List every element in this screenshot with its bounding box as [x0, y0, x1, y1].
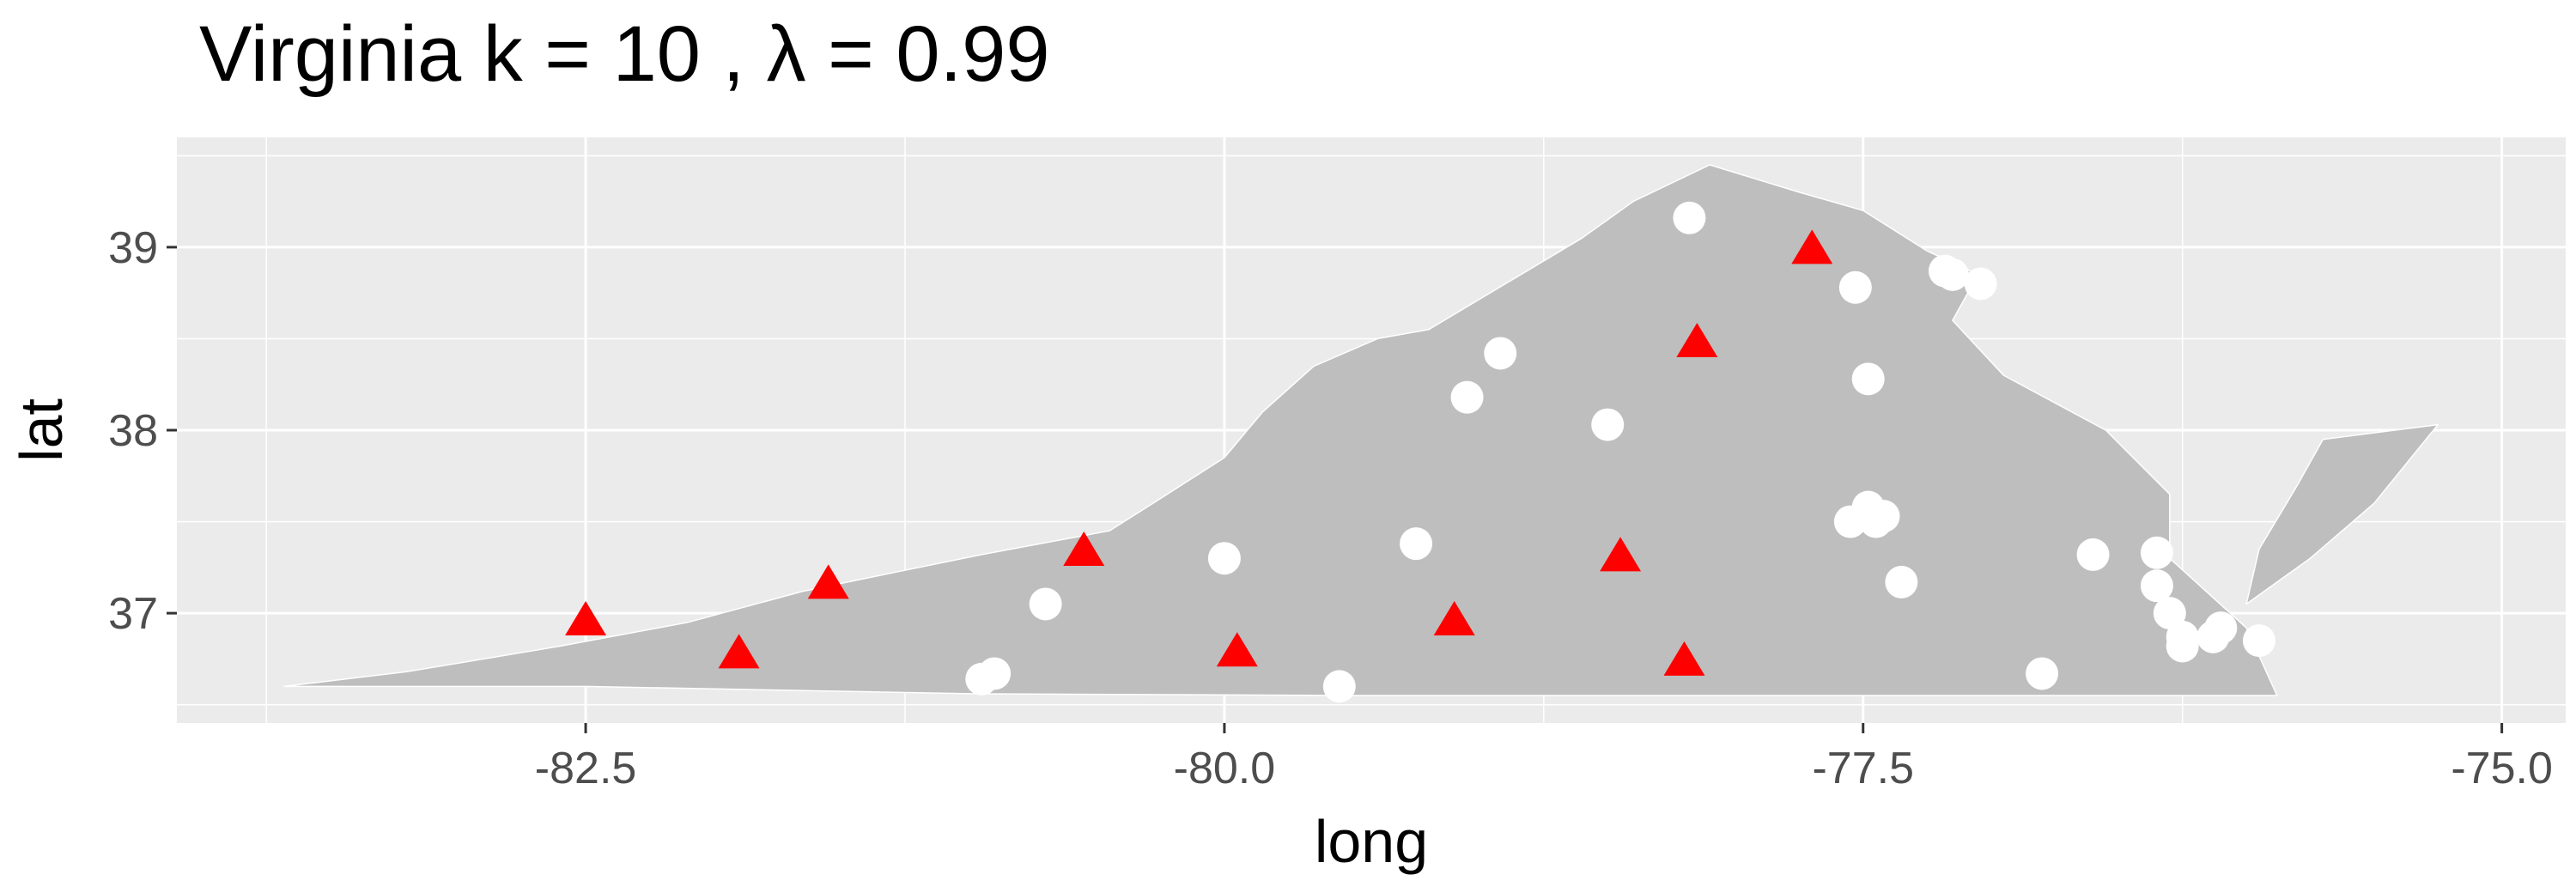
triangle-point [1216, 632, 1258, 667]
triangle-point [1600, 537, 1642, 572]
circle-point [1859, 505, 1893, 538]
circle-point [1484, 337, 1517, 370]
triangle-point [1663, 641, 1705, 676]
x-axis: -82.5 -80.0 -77.5 -75.0 [535, 723, 2553, 793]
circle-point [2026, 657, 2059, 690]
circle-point [1851, 362, 1885, 396]
circle-point [1029, 587, 1062, 621]
x-tick-label: -80.0 [1174, 744, 1276, 793]
circle-point [1885, 565, 1918, 598]
circle-point [1207, 542, 1241, 575]
circle-point [1322, 670, 1356, 703]
chart-title: Virginia k = 10 , λ = 0.99 [199, 10, 1049, 98]
x-tick-label: -75.0 [2451, 744, 2553, 793]
y-tick-label: 39 [108, 223, 158, 273]
circle-point [1400, 527, 1433, 561]
triangle-point [1791, 229, 1833, 264]
circle-point [1450, 380, 1484, 414]
y-axis-title: lat [8, 398, 75, 462]
x-tick-label: -82.5 [535, 744, 637, 793]
circle-point [2242, 624, 2275, 658]
triangle-point [565, 600, 607, 635]
circle-point [2140, 569, 2173, 603]
triangle-point [1433, 600, 1475, 635]
x-axis-title: long [1315, 808, 1428, 875]
circle-point [1673, 201, 1706, 234]
circle-point [1591, 408, 1625, 441]
circle-point [2140, 536, 2173, 569]
x-tick-label: -77.5 [1812, 744, 1914, 793]
y-tick-label: 38 [108, 406, 158, 456]
triangle-point [1676, 323, 1718, 358]
triangle-point [807, 564, 849, 599]
triangle-point [718, 634, 760, 669]
triangle-point [1063, 531, 1105, 566]
circle-point [1964, 267, 1997, 301]
circle-point [2166, 629, 2199, 663]
state-eastern-shore-shape [2245, 423, 2439, 605]
data-points [565, 201, 2275, 703]
y-tick-label: 37 [108, 589, 158, 639]
state-map [283, 164, 2439, 696]
circle-point [2076, 538, 2110, 571]
y-axis: 37 38 39 [108, 223, 177, 639]
circle-point [2204, 611, 2238, 645]
circle-point [1935, 258, 1969, 291]
state-mainland-shape [283, 164, 2278, 696]
circle-point [1838, 270, 1872, 304]
circle-point [978, 657, 1012, 690]
